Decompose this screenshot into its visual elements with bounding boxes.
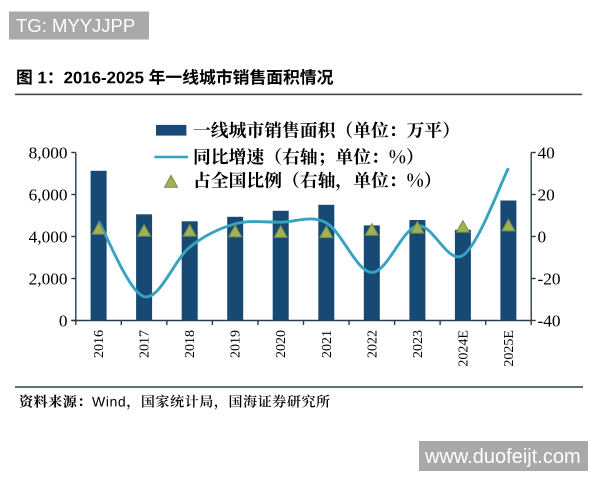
svg-text:2016: 2016 — [92, 330, 107, 358]
svg-text:4,000: 4,000 — [29, 228, 68, 247]
svg-text:0: 0 — [538, 228, 547, 247]
svg-text:www.duofeijt.com: www.duofeijt.com — [424, 446, 581, 468]
svg-text:0: 0 — [59, 312, 68, 331]
svg-text:2024E: 2024E — [456, 330, 471, 367]
svg-text:20: 20 — [538, 186, 555, 205]
svg-text:2020: 2020 — [274, 330, 289, 358]
svg-text:2,000: 2,000 — [29, 270, 68, 289]
svg-text:2019: 2019 — [229, 330, 244, 358]
svg-text:6,000: 6,000 — [29, 186, 68, 205]
svg-text:-20: -20 — [538, 270, 561, 289]
svg-text:2025E: 2025E — [502, 330, 517, 367]
svg-text:2017: 2017 — [138, 330, 153, 358]
svg-text:8,000: 8,000 — [29, 144, 68, 163]
svg-text:2022: 2022 — [365, 330, 380, 358]
svg-text:TG: MYYJJPP: TG: MYYJJPP — [16, 15, 135, 36]
svg-text:2021: 2021 — [320, 330, 335, 358]
svg-text:40: 40 — [538, 144, 555, 163]
svg-text:-40: -40 — [538, 312, 561, 331]
svg-text:2018: 2018 — [183, 330, 198, 358]
svg-text:2023: 2023 — [411, 330, 426, 358]
